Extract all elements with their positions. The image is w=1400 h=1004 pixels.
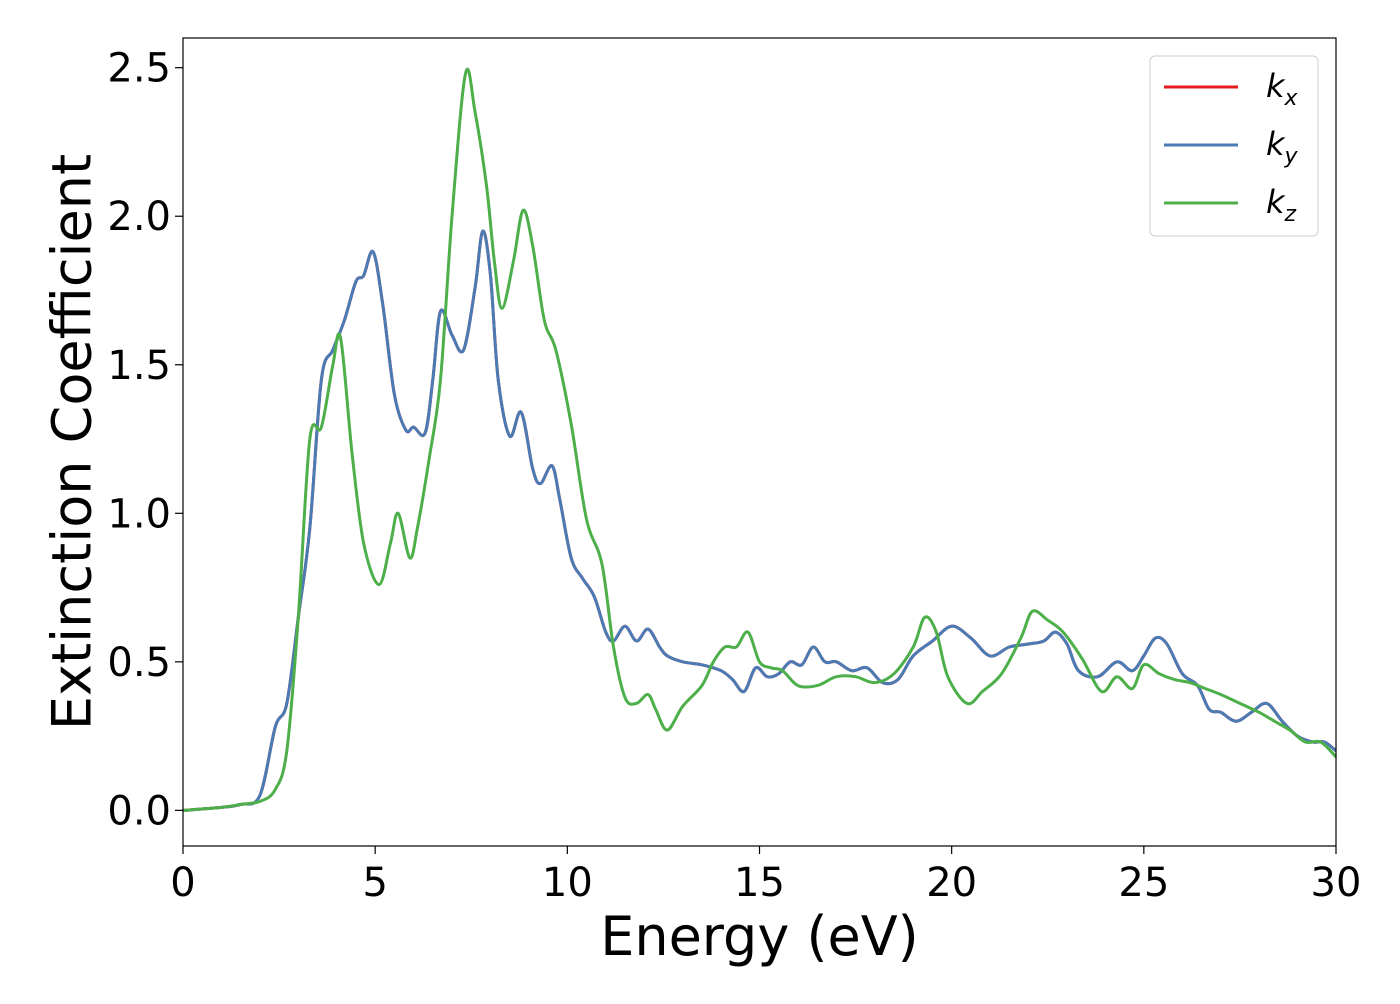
legend-label-kx: kx xyxy=(1266,67,1299,111)
x-tick-label: 25 xyxy=(1118,860,1169,906)
legend: kx ky kz xyxy=(1149,55,1319,237)
y-tick-label: 1.0 xyxy=(107,491,171,537)
y-tick-label: 0.5 xyxy=(107,640,171,686)
x-tick-label: 30 xyxy=(1311,860,1362,906)
x-tick-label: 10 xyxy=(542,860,593,906)
legend-label-kz: kz xyxy=(1266,183,1297,227)
series-layer xyxy=(182,67,1338,812)
x-axis-label: Energy (eV) xyxy=(600,905,919,968)
y-tick-label: 1.5 xyxy=(107,343,171,389)
series-line-kx xyxy=(182,229,1337,812)
x-tick-label: 20 xyxy=(926,860,977,906)
y-tick-label: 2.5 xyxy=(107,46,171,92)
legend-label-ky: ky xyxy=(1266,125,1299,169)
series-line-kz xyxy=(182,67,1338,812)
x-tick-label: 0 xyxy=(170,860,195,906)
ticks-layer: 0 5 10 15 20 25 30 0.0 0.5 1.0 1.5 2.0 2.5 xyxy=(107,46,1361,906)
series-line-ky xyxy=(182,229,1337,812)
x-tick-label: 15 xyxy=(734,860,785,906)
y-tick-label: 2.0 xyxy=(107,194,171,240)
y-tick-label: 0.0 xyxy=(107,788,171,834)
x-tick-label: 5 xyxy=(362,860,387,906)
y-axis-label: Extinction Coefficient xyxy=(41,154,104,730)
